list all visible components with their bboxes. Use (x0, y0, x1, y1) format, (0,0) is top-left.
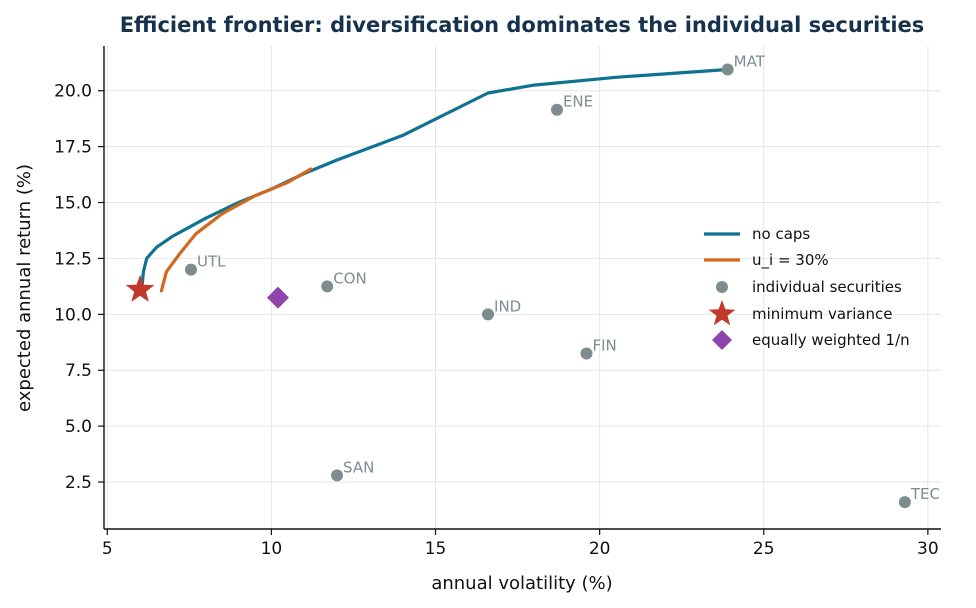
x-tick-label: 15 (425, 539, 447, 559)
security-point (482, 308, 495, 321)
y-tick-label: 5.0 (65, 417, 92, 437)
legend-securities-swatch (716, 281, 728, 293)
legend-capped-label: u_i = 30% (752, 251, 829, 270)
security-label: UTL (197, 253, 226, 271)
security-label: IND (494, 297, 521, 315)
frontier-line-capped (159, 167, 313, 293)
frontier-line-no-caps (140, 67, 730, 292)
security-point (550, 103, 563, 116)
security-label: ENE (563, 93, 593, 111)
points-layer: MAT ENE UTL CON IND FIN SAN TEC (125, 52, 940, 509)
y-tick-label: 15.0 (54, 194, 92, 214)
security-point (721, 63, 734, 76)
security-label: FIN (593, 336, 617, 354)
y-tick-label: 17.5 (54, 138, 92, 158)
legend-equal-weight-swatch (712, 330, 732, 350)
security-label: SAN (343, 458, 374, 476)
security-point (331, 469, 344, 482)
series-layer (140, 67, 730, 293)
security-point (580, 347, 593, 360)
legend-no-caps-label: no caps (752, 225, 810, 243)
legend-min-variance-swatch (708, 300, 736, 326)
x-tick-label: 20 (589, 539, 611, 559)
security-point (321, 280, 334, 293)
legend-min-variance-label: minimum variance (752, 305, 893, 323)
security-point (184, 263, 197, 276)
y-tick-label: 20.0 (54, 82, 92, 102)
security-label: TEC (910, 485, 940, 503)
security-label: MAT (734, 52, 766, 70)
legend: no caps u_i = 30% individual securities min… (704, 225, 910, 350)
security-label: CON (333, 269, 367, 287)
axes: 5 10 15 20 25 30 2.5 5.0 7.5 10.0 12.5 15.0 17.5 20.0 (54, 46, 941, 559)
y-tick-label: 7.5 (65, 361, 92, 381)
y-tick-label: 10.0 (54, 305, 92, 325)
equal-weight-diamond (266, 286, 289, 309)
x-tick-label: 5 (102, 539, 113, 559)
y-tick-label: 12.5 (54, 249, 92, 269)
security-point (898, 496, 911, 509)
x-tick-label: 25 (753, 539, 775, 559)
x-axis-label: annual volatility (%) (431, 573, 612, 594)
min-variance-star (125, 274, 155, 302)
chart-title: Efficient frontier: diversification domi… (120, 13, 925, 37)
legend-securities-label: individual securities (752, 278, 902, 296)
y-axis-label: expected annual return (%) (14, 164, 35, 412)
x-tick-label: 30 (917, 539, 939, 559)
y-tick-label: 2.5 (65, 473, 92, 493)
x-tick-label: 10 (261, 539, 283, 559)
legend-equal-weight-label: equally weighted 1/n (752, 331, 910, 349)
